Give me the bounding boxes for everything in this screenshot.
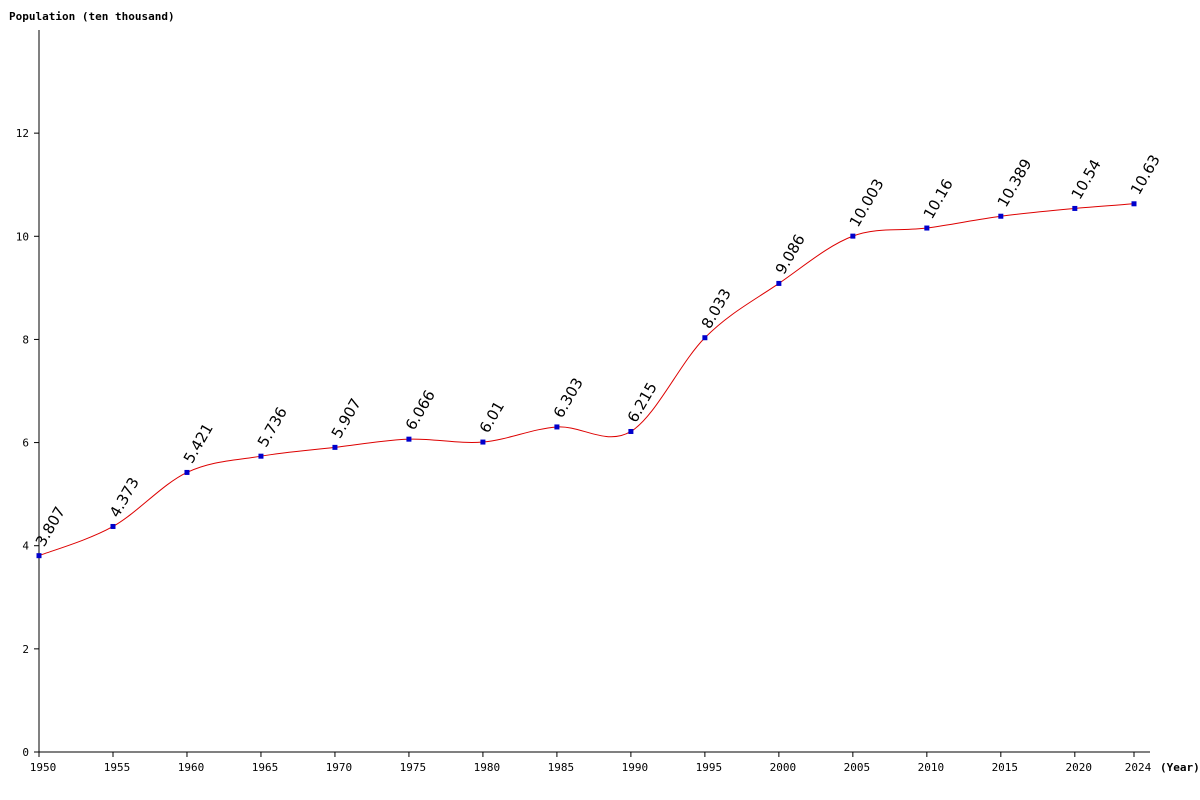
data-label: 3.807 [32,503,69,549]
data-markers [36,201,1137,559]
data-label: 4.373 [106,474,143,520]
y-tick-label: 0 [22,746,29,759]
data-point [998,213,1004,219]
data-point [1072,205,1078,211]
data-point [184,469,190,475]
data-point [924,225,930,231]
data-point [480,439,486,445]
data-point [332,444,338,450]
x-tick-label: 2010 [918,761,945,774]
y-ticks: 0 2 4 6 8 10 12 [16,127,39,759]
x-tick-label: 2005 [844,761,871,774]
x-tick-label: 1980 [474,761,501,774]
data-label: 5.421 [180,420,217,466]
data-label: 10.16 [920,176,957,222]
data-label: 6.066 [402,387,439,433]
data-label: 10.54 [1068,156,1105,202]
x-tick-label: 2020 [1066,761,1093,774]
data-label: 5.736 [254,404,291,450]
data-label: 9.086 [772,231,809,277]
data-label: 6.215 [624,379,661,425]
y-tick-label: 8 [22,333,29,346]
x-tick-label: 1990 [622,761,649,774]
x-tick-label: 1960 [178,761,205,774]
x-tick-label: 1955 [104,761,131,774]
x-tick-label: 2000 [770,761,797,774]
data-point [110,523,116,529]
data-label: 6.01 [476,398,508,436]
data-point [36,553,42,559]
x-tick-label: 1970 [326,761,353,774]
data-label: 6.303 [550,375,587,421]
data-point [702,335,708,341]
data-label: 10.389 [994,156,1036,210]
x-tick-label: 2015 [992,761,1019,774]
population-series-line [38,203,1135,557]
y-tick-label: 6 [22,437,29,450]
x-tick-label: 1995 [696,761,723,774]
data-point [628,428,634,434]
data-label: 10.63 [1127,152,1164,198]
data-point [776,280,782,286]
y-tick-label: 2 [22,643,29,656]
data-point [554,424,560,430]
data-point [406,436,412,442]
data-label: 8.033 [698,286,735,332]
x-axis-title: (Year) [1160,761,1200,774]
x-tick-label: 1965 [252,761,279,774]
data-labels: 3.807 4.373 5.421 5.736 5.907 6.066 6.01 6.303 6… [32,152,1164,550]
x-tick-label: 2024 [1125,761,1152,774]
y-tick-label: 4 [22,540,29,553]
x-tick-label: 1975 [400,761,427,774]
data-label: 10.003 [846,176,888,230]
y-axis-title: Population (ten thousand) [9,10,175,23]
x-ticks: 1950 1955 1960 1965 1970 1975 1980 1985 1990 1995… [30,752,1152,774]
data-point [1131,201,1137,207]
y-tick-label: 10 [16,230,29,243]
x-tick-label: 1985 [548,761,575,774]
data-point [850,233,856,239]
x-tick-label: 1950 [30,761,57,774]
data-point [258,453,264,459]
y-tick-label: 12 [16,127,29,140]
data-label: 5.907 [328,395,365,441]
